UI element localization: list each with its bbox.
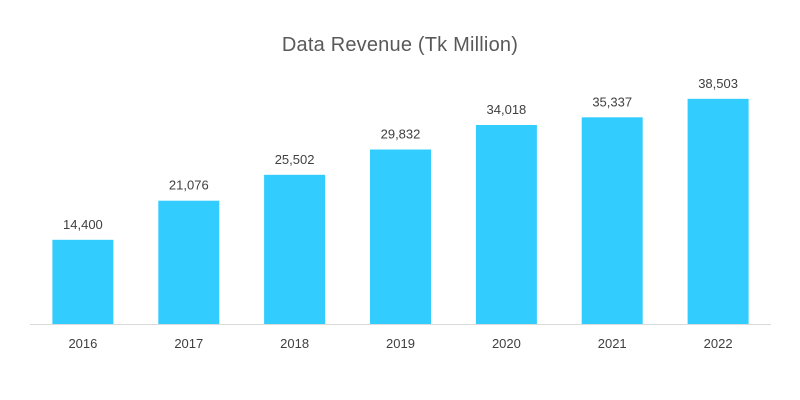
chart-title: Data Revenue (Tk Million)	[281, 34, 519, 56]
x-tick-label-2019: 2019	[386, 336, 415, 351]
bar-2016	[52, 239, 114, 324]
x-tick-label-2016: 2016	[68, 336, 97, 351]
data-label-2022: 38,503	[698, 76, 738, 91]
x-tick-label-2020: 2020	[492, 336, 521, 351]
x-tick-label-2017: 2017	[174, 336, 203, 351]
x-tick-label-2021: 2021	[598, 336, 627, 351]
bar-2021	[581, 117, 643, 324]
bars-group	[52, 98, 749, 324]
data-label-2018: 25,502	[275, 152, 315, 167]
data-label-2017: 21,076	[169, 178, 209, 193]
data-label-2021: 35,337	[592, 94, 632, 109]
bar-2022	[687, 98, 749, 324]
x-tick-label-2022: 2022	[704, 336, 733, 351]
bar-2020	[475, 125, 537, 324]
x-tick-labels-group: 2016 2017 2018 2019 2020 2021 2022	[68, 336, 732, 351]
data-label-2020: 34,018	[487, 102, 527, 117]
data-label-2016: 14,400	[63, 217, 103, 232]
bar-2019	[370, 149, 431, 324]
data-labels-group: 14,400 21,076 25,502 29,832 34,018 35,337 38,5…	[63, 76, 738, 232]
bar-2017	[158, 200, 220, 324]
bar-2018	[264, 174, 326, 324]
data-label-2019: 29,832	[381, 127, 421, 142]
x-tick-label-2018: 2018	[280, 336, 309, 351]
